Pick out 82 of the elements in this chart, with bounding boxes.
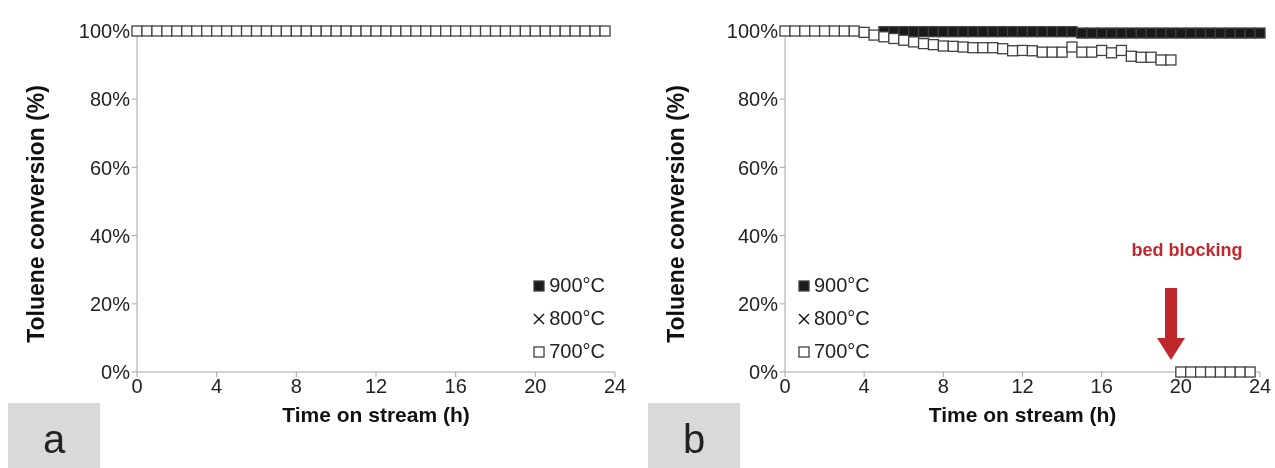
text: a [8,403,100,468]
x-tick-label: 8 [937,375,949,398]
point [828,25,841,37]
point [1115,27,1128,39]
x-tick-label: 0 [779,375,791,398]
point [1125,27,1137,39]
point [1105,27,1118,39]
point [868,29,880,41]
point [1165,27,1177,39]
point [1115,44,1128,57]
legend-label: 800°C [814,306,870,331]
point [937,40,949,52]
y-tick-label: 80% [89,88,131,111]
x-tick-label: 4 [211,375,223,398]
point [1145,27,1157,39]
point [1224,27,1236,39]
y-tick-label: 80% [737,88,779,111]
x-axis-title: Time on stream (h) [928,403,1117,426]
point [1185,366,1197,378]
x-tick-label: 4 [858,375,870,398]
y-axis-title: Toluene conversion (%) [22,85,50,343]
x-tick-label: 0 [131,375,143,398]
point [1204,366,1217,378]
point [1194,27,1207,39]
point [1086,27,1098,39]
x-tick-label: 12 [364,375,388,398]
point [818,25,831,37]
point [1224,366,1236,378]
y-tick-label: 60% [737,156,779,179]
legend-label: 700°C [814,339,870,364]
point [1254,27,1266,39]
x-tick-label: 24 [603,375,627,398]
x-tick-label: 16 [444,375,467,398]
point [1185,27,1197,39]
legend-label: 700°C [549,339,605,364]
text: b [648,403,740,468]
point [1145,51,1157,63]
y-tick-label: 60% [89,156,131,179]
x-tick-label: 8 [290,375,302,398]
annotation: bed blocking [1130,240,1244,261]
point [888,32,900,45]
y-tick-label: 0% [101,361,131,384]
point [1155,27,1167,39]
x-tick-label: 24 [1248,375,1272,398]
point [1214,27,1227,39]
point [1244,27,1256,39]
x-tick-label: 12 [1011,375,1034,398]
point [1165,54,1177,66]
legend-label: 800°C [549,306,605,331]
x-tick-label: 20 [1169,375,1192,398]
point [1214,366,1227,378]
point [1076,46,1088,58]
point [1056,46,1068,58]
y-tick-label: 40% [89,224,131,247]
point [1204,27,1217,39]
y-tick-label: 40% [737,224,779,247]
point [1036,46,1048,58]
point [878,31,890,43]
y-tick-label: 100% [78,20,131,43]
point [838,25,851,37]
point [1155,54,1167,66]
point [779,25,791,37]
legend-label: 900°C [814,273,870,298]
point [1175,366,1187,378]
x-axis-title: Time on stream (h) [282,403,470,426]
y-tick-label: 0% [749,361,779,384]
point [1096,27,1108,39]
point [1244,366,1256,378]
legend-label: 900°C [549,273,605,298]
y-tick-label: 20% [89,292,131,315]
point [1066,41,1078,53]
y-axis-title: Toluene conversion (%) [662,85,690,343]
point [1194,366,1207,378]
x-tick-label: 20 [524,375,547,398]
point [789,25,801,37]
point [1076,27,1088,39]
x-tick-label: 16 [1090,375,1113,398]
point [848,25,860,37]
y-tick-label: 100% [726,20,779,43]
point [957,41,969,53]
y-tick-label: 20% [737,292,779,315]
point [1175,27,1187,39]
